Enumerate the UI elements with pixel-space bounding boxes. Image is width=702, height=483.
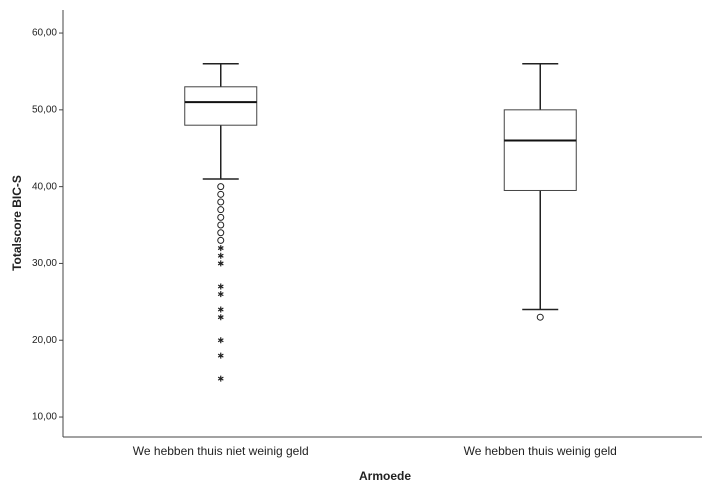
y-tick-label: 50,00 (32, 104, 57, 115)
extreme (217, 260, 224, 267)
extreme (217, 245, 224, 252)
outlier (217, 190, 225, 198)
extreme (217, 314, 224, 321)
x-axis-title: Armoede (359, 469, 411, 483)
x-tick-label: We hebben thuis niet weinig geld (133, 444, 309, 458)
y-tick-label: 10,00 (32, 412, 57, 423)
extreme (217, 337, 224, 344)
outlier (217, 221, 225, 229)
outlier (536, 313, 544, 321)
extreme (217, 306, 224, 313)
outlier (217, 206, 225, 214)
y-tick-label: 40,00 (32, 181, 57, 192)
extreme (217, 375, 224, 382)
outlier (217, 229, 225, 237)
extreme (217, 252, 224, 259)
y-tick-label: 60,00 (32, 28, 57, 39)
extreme (217, 291, 224, 298)
box (503, 109, 577, 191)
extreme (217, 352, 224, 359)
y-axis-title: Totalscore BIC-S (10, 175, 24, 271)
outlier (217, 213, 225, 221)
box (184, 86, 258, 126)
extreme (217, 283, 224, 290)
y-tick-label: 30,00 (32, 258, 57, 269)
x-tick-label: We hebben thuis weinig geld (464, 444, 617, 458)
outlier (217, 198, 225, 206)
outlier (217, 236, 225, 244)
outlier (217, 183, 225, 191)
y-tick-label: 20,00 (32, 335, 57, 346)
